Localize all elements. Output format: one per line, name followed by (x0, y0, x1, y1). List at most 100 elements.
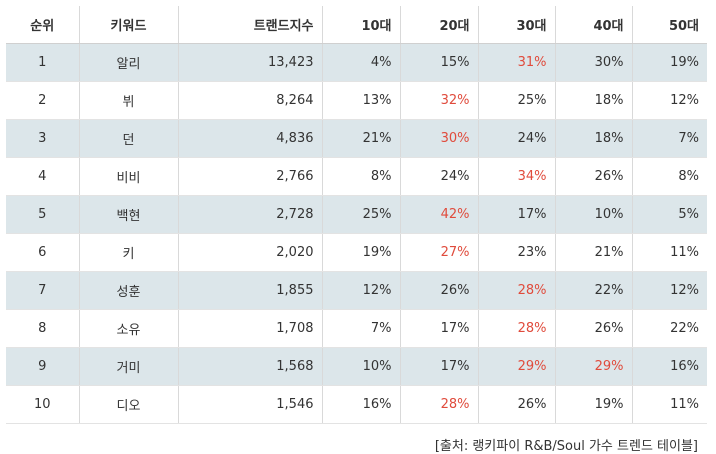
cell-trend-index: 1,568 (178, 347, 323, 386)
header-age-10s: 10대 (322, 6, 401, 44)
cell-age-20s: 42% (400, 195, 479, 234)
cell-age-30s: 34% (478, 157, 556, 196)
cell-trend-index: 2,766 (178, 157, 323, 196)
cell-rank: 3 (6, 119, 80, 158)
cell-age-50s: 19% (632, 43, 707, 82)
cell-age-20s: 30% (400, 119, 479, 158)
cell-age-10s: 10% (322, 347, 401, 386)
header-age-40s: 40대 (555, 6, 633, 44)
cell-age-50s: 22% (632, 309, 707, 348)
cell-age-20s: 17% (400, 309, 479, 348)
cell-age-50s: 11% (632, 233, 707, 272)
trend-table-container: 순위 키워드 트랜드지수 10대 20대 30대 40대 50대 1 알리 13,4… (6, 6, 707, 454)
cell-age-50s: 16% (632, 347, 707, 386)
cell-keyword: 성훈 (79, 271, 179, 310)
cell-rank: 9 (6, 347, 80, 386)
cell-age-10s: 19% (322, 233, 401, 272)
cell-rank: 10 (6, 385, 80, 424)
cell-rank: 4 (6, 157, 80, 196)
table-row: 3 던 4,836 21% 30% 24% 18% 7% (6, 119, 707, 158)
table-body: 1 알리 13,423 4% 15% 31% 30% 19% 2 뷔 8,264 13% 32% 25% 1… (6, 43, 707, 424)
cell-rank: 7 (6, 271, 80, 310)
cell-keyword: 소유 (79, 309, 179, 348)
header-age-20s: 20대 (400, 6, 479, 44)
table-header-row: 순위 키워드 트랜드지수 10대 20대 30대 40대 50대 (6, 6, 707, 44)
table-row: 1 알리 13,423 4% 15% 31% 30% 19% (6, 43, 707, 82)
cell-age-50s: 8% (632, 157, 707, 196)
cell-age-30s: 26% (478, 385, 556, 424)
cell-keyword: 백현 (79, 195, 179, 234)
cell-age-40s: 18% (555, 119, 633, 158)
cell-age-40s: 26% (555, 157, 633, 196)
cell-age-10s: 21% (322, 119, 401, 158)
cell-trend-index: 2,020 (178, 233, 323, 272)
table-row: 2 뷔 8,264 13% 32% 25% 18% 12% (6, 81, 707, 120)
cell-age-40s: 26% (555, 309, 633, 348)
cell-keyword: 키 (79, 233, 179, 272)
header-rank: 순위 (6, 6, 80, 44)
cell-age-30s: 31% (478, 43, 556, 82)
trend-table: 순위 키워드 트랜드지수 10대 20대 30대 40대 50대 1 알리 13,4… (6, 6, 707, 424)
cell-age-30s: 23% (478, 233, 556, 272)
cell-age-10s: 13% (322, 81, 401, 120)
cell-trend-index: 13,423 (178, 43, 323, 82)
cell-age-10s: 7% (322, 309, 401, 348)
cell-age-10s: 4% (322, 43, 401, 82)
cell-keyword: 디오 (79, 385, 179, 424)
cell-age-40s: 19% (555, 385, 633, 424)
table-row: 6 키 2,020 19% 27% 23% 21% 11% (6, 233, 707, 272)
header-trend-index: 트랜드지수 (178, 6, 323, 44)
table-row: 8 소유 1,708 7% 17% 28% 26% 22% (6, 309, 707, 348)
cell-age-40s: 29% (555, 347, 633, 386)
cell-age-20s: 28% (400, 385, 479, 424)
cell-age-50s: 11% (632, 385, 707, 424)
cell-age-20s: 24% (400, 157, 479, 196)
cell-rank: 2 (6, 81, 80, 120)
cell-trend-index: 4,836 (178, 119, 323, 158)
cell-age-20s: 15% (400, 43, 479, 82)
cell-age-40s: 22% (555, 271, 633, 310)
cell-trend-index: 1,708 (178, 309, 323, 348)
cell-age-30s: 28% (478, 309, 556, 348)
cell-age-30s: 24% (478, 119, 556, 158)
header-age-30s: 30대 (478, 6, 556, 44)
cell-age-10s: 16% (322, 385, 401, 424)
cell-age-50s: 12% (632, 81, 707, 120)
cell-age-10s: 25% (322, 195, 401, 234)
cell-trend-index: 2,728 (178, 195, 323, 234)
table-row: 10 디오 1,546 16% 28% 26% 19% 11% (6, 385, 707, 424)
cell-age-40s: 18% (555, 81, 633, 120)
cell-age-50s: 7% (632, 119, 707, 158)
cell-age-40s: 21% (555, 233, 633, 272)
table-row: 4 비비 2,766 8% 24% 34% 26% 8% (6, 157, 707, 196)
cell-rank: 1 (6, 43, 80, 82)
cell-age-40s: 10% (555, 195, 633, 234)
table-row: 5 백현 2,728 25% 42% 17% 10% 5% (6, 195, 707, 234)
cell-rank: 8 (6, 309, 80, 348)
cell-keyword: 비비 (79, 157, 179, 196)
cell-age-10s: 8% (322, 157, 401, 196)
cell-trend-index: 1,855 (178, 271, 323, 310)
cell-trend-index: 1,546 (178, 385, 323, 424)
cell-rank: 5 (6, 195, 80, 234)
cell-age-20s: 17% (400, 347, 479, 386)
cell-keyword: 거미 (79, 347, 179, 386)
header-keyword: 키워드 (79, 6, 179, 44)
cell-keyword: 뷔 (79, 81, 179, 120)
header-age-50s: 50대 (632, 6, 707, 44)
table-row: 7 성훈 1,855 12% 26% 28% 22% 12% (6, 271, 707, 310)
cell-keyword: 알리 (79, 43, 179, 82)
cell-trend-index: 8,264 (178, 81, 323, 120)
cell-age-30s: 28% (478, 271, 556, 310)
cell-age-30s: 17% (478, 195, 556, 234)
cell-age-20s: 32% (400, 81, 479, 120)
cell-age-40s: 30% (555, 43, 633, 82)
cell-age-50s: 5% (632, 195, 707, 234)
cell-age-30s: 29% (478, 347, 556, 386)
cell-rank: 6 (6, 233, 80, 272)
cell-age-50s: 12% (632, 271, 707, 310)
source-caption: [출처: 랭키파이 R&B/Soul 가수 트렌드 테이블] (434, 439, 698, 454)
cell-age-20s: 26% (400, 271, 479, 310)
cell-age-20s: 27% (400, 233, 479, 272)
table-row: 9 거미 1,568 10% 17% 29% 29% 16% (6, 347, 707, 386)
